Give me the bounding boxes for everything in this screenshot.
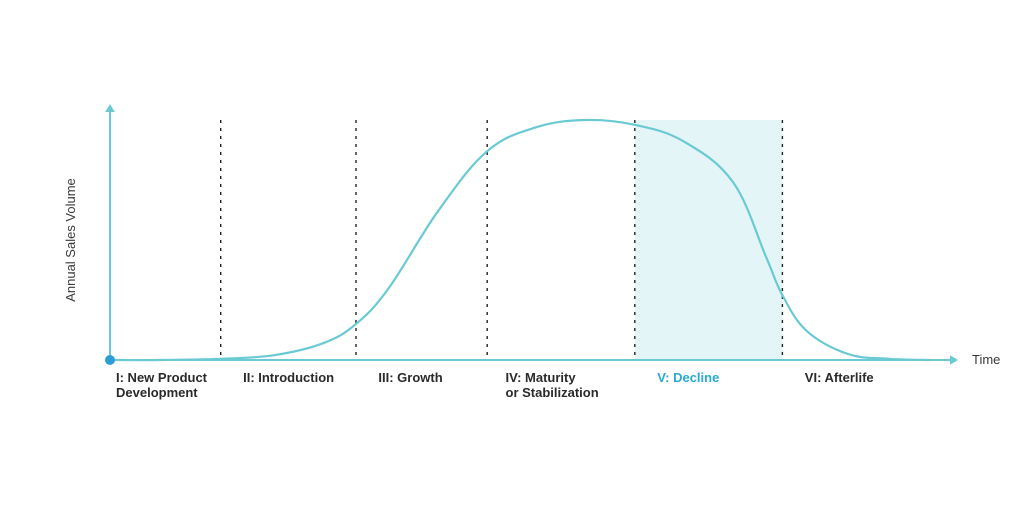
phase-label-p5: V: Decline [657, 370, 719, 385]
y-axis-label: Annual Sales Volume [63, 178, 78, 302]
phase-label-p2: II: Introduction [243, 370, 334, 385]
phase-label-p6: VI: Afterlife [805, 370, 874, 385]
phase-label-p1: I: New ProductDevelopment [116, 370, 208, 400]
chart-bg [0, 0, 1024, 522]
phase-label-p3: III: Growth [378, 370, 442, 385]
origin-dot [105, 355, 115, 365]
x-axis-label: Time [972, 352, 1000, 367]
product-lifecycle-chart: Annual Sales Volume Time I: New ProductDev… [0, 0, 1024, 522]
